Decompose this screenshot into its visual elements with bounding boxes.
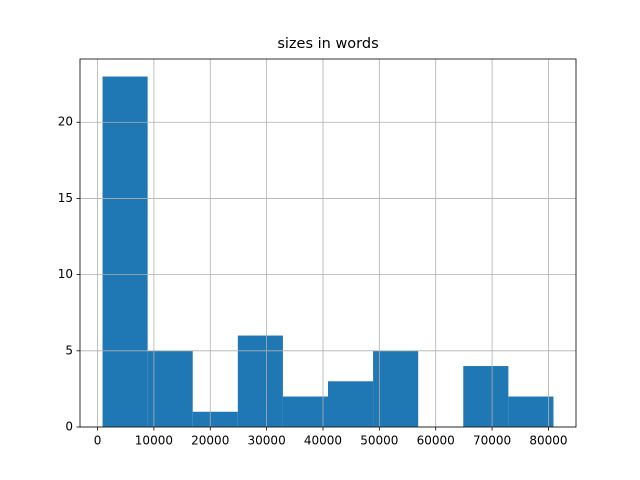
y-tick-label: 0 bbox=[65, 420, 73, 434]
y-tick-label: 15 bbox=[58, 191, 73, 205]
x-tick-label: 20000 bbox=[191, 434, 229, 448]
bar bbox=[147, 350, 193, 427]
bar bbox=[102, 76, 148, 428]
bar bbox=[373, 350, 419, 427]
chart-title: sizes in words bbox=[277, 36, 378, 52]
bar bbox=[328, 381, 374, 427]
x-tick-label: 80000 bbox=[529, 434, 567, 448]
bar bbox=[192, 411, 238, 427]
x-tick-label: 30000 bbox=[248, 434, 286, 448]
x-tick-label: 50000 bbox=[360, 434, 398, 448]
y-tick-label: 20 bbox=[58, 115, 73, 129]
y-tick-label: 5 bbox=[65, 343, 73, 357]
x-tick-label: 70000 bbox=[473, 434, 511, 448]
y-tick-label: 10 bbox=[58, 267, 73, 281]
plot-frame bbox=[79, 58, 577, 428]
x-tick-label: 10000 bbox=[135, 434, 173, 448]
bar bbox=[237, 335, 283, 427]
bar bbox=[508, 396, 554, 427]
x-tick-label: 40000 bbox=[304, 434, 342, 448]
x-tick-label: 60000 bbox=[417, 434, 455, 448]
bar bbox=[282, 396, 328, 427]
x-tick-label: 0 bbox=[94, 434, 102, 448]
bar bbox=[463, 366, 509, 427]
